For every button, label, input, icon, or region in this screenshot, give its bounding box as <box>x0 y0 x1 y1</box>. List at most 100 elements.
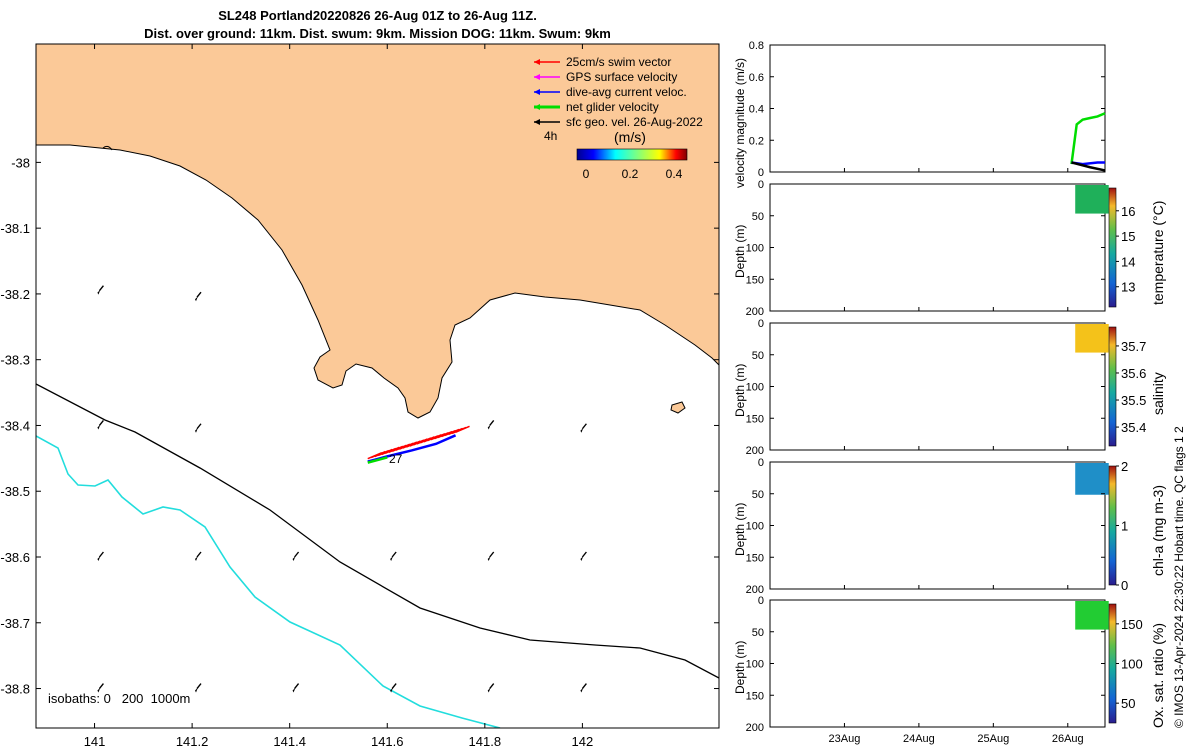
profile-data-patch <box>1075 463 1109 495</box>
time-tick-label: 24Aug <box>903 733 935 745</box>
legend-arrow <box>534 59 540 65</box>
sfc-geo-vector <box>97 551 104 561</box>
profile-colorbar <box>1108 603 1117 724</box>
depth-tick-label: 100 <box>746 382 764 394</box>
legend-arrow <box>534 74 540 80</box>
speed-unit: (m/s) <box>614 129 646 145</box>
depth-tick-label: 0 <box>758 457 764 469</box>
chart-subtitle: Dist. over ground: 11km. Dist. swum: 9km… <box>144 26 611 41</box>
sfc-geo-vector <box>580 423 587 433</box>
net-velocity-track <box>367 456 388 464</box>
lat-tick-label: -38.3 <box>0 353 30 368</box>
legend-label: 25cm/s swim vector <box>566 55 671 69</box>
depth-tick-label: 50 <box>752 350 764 362</box>
depth-tick-label: 50 <box>752 627 764 639</box>
profile-colorbar <box>1108 326 1117 447</box>
depth-tick-label: 150 <box>746 413 764 425</box>
cbar-tick-label: 14 <box>1121 254 1135 269</box>
cbar-tick-label: 35.7 <box>1121 339 1146 354</box>
velocity-line <box>1071 161 1106 172</box>
cbar-tick-label: 16 <box>1121 204 1135 219</box>
sfc-geo-vector <box>194 551 202 561</box>
profile-panel <box>769 599 1106 728</box>
profile-data-patch <box>1075 324 1109 353</box>
colorbar-label: chl-a (mg m-3) <box>1150 484 1166 576</box>
depth-tick-label: 100 <box>746 659 764 671</box>
cbar-tick-label: 13 <box>1121 280 1135 295</box>
isobath-1000m <box>36 435 501 728</box>
profile-panel <box>769 461 1106 590</box>
lon-tick-label: 141.6 <box>371 734 404 749</box>
profile-panel <box>769 322 1106 451</box>
sfc-geo-vector <box>390 683 397 693</box>
vel-tick-label: 0.2 <box>749 135 764 147</box>
depth-tick-label: 200 <box>746 306 764 318</box>
cbar-tick-label: 1 <box>1121 519 1128 534</box>
legend-label: sfc geo. vel. 26-Aug-2022 <box>566 115 703 129</box>
sfc-geo-vector <box>580 551 587 561</box>
depth-tick-label: 0 <box>758 318 764 330</box>
sfc-geo-vector <box>292 551 300 561</box>
depth-tick-label: 200 <box>746 722 764 734</box>
lon-tick-label: 141 <box>84 734 106 749</box>
time-tick-label: 25Aug <box>977 733 1009 745</box>
sfc-geo-vector <box>97 285 104 295</box>
cbar-tick-label: 0 <box>1121 578 1128 593</box>
sfc-geo-vector <box>292 683 300 693</box>
vel-tick-label: 0 <box>758 167 764 179</box>
lat-tick-label: -38 <box>11 155 30 170</box>
depth-tick-label: 50 <box>752 211 764 223</box>
lon-tick-label: 142 <box>572 734 594 749</box>
depth-ylabel: Depth (m) <box>733 640 747 694</box>
chart-title: SL248 Portland20220826 26-Aug 01Z to 26-… <box>218 8 537 23</box>
speed-colorbar <box>576 148 688 161</box>
vel-tick-label: 0.6 <box>749 72 764 84</box>
depth-tick-label: 200 <box>746 445 764 457</box>
lat-tick-label: -38.6 <box>0 550 30 565</box>
vel-tick-label: 0.4 <box>749 104 764 116</box>
profile-colorbar <box>1108 465 1117 586</box>
legend-arrow <box>534 104 540 110</box>
speed-tick-label: 0.4 <box>666 167 683 181</box>
sfc-geo-vector <box>97 683 104 693</box>
depth-tick-label: 200 <box>746 584 764 596</box>
lat-tick-label: -38.7 <box>0 616 30 631</box>
colorbar-label: temperature (°C) <box>1150 200 1166 306</box>
vel-tick-label: 0.8 <box>749 40 764 52</box>
isobath-label: isobaths: 0 200 1000m <box>48 691 190 706</box>
colorbar-label: Ox. sat. ratio (%) <box>1150 623 1166 729</box>
swim-vector <box>455 425 470 434</box>
sfc-geo-vector <box>487 683 495 693</box>
sfc-geo-vector <box>194 423 202 433</box>
velocity-ylabel: velocity magnitude (m/s) <box>733 57 747 188</box>
colorbar-label: salinity <box>1150 372 1166 416</box>
profile-panel <box>769 183 1106 312</box>
cbar-tick-label: 35.5 <box>1121 393 1146 408</box>
profile-colorbar <box>1108 187 1117 308</box>
cbar-tick-label: 100 <box>1121 657 1143 672</box>
lon-tick-label: 141.4 <box>273 734 306 749</box>
cbar-tick-label: 150 <box>1121 617 1143 632</box>
lon-tick-label: 141.2 <box>176 734 209 749</box>
legend-arrow <box>534 119 540 125</box>
isobath-200m <box>36 383 719 679</box>
island-1 <box>670 401 686 414</box>
legend-hours: 4h <box>544 129 557 143</box>
time-tick-label: 26Aug <box>1052 733 1084 745</box>
depth-tick-label: 50 <box>752 489 764 501</box>
sfc-geo-vector <box>97 420 104 430</box>
footer-credit: © IMOS 13-Apr-2024 22:30:22 Hobart time.… <box>1172 426 1186 728</box>
depth-tick-label: 150 <box>746 552 764 564</box>
profile-data-patch <box>1075 601 1109 630</box>
profile-data-patch <box>1075 185 1109 214</box>
legend-label: dive-avg current veloc. <box>566 85 687 99</box>
sfc-geo-vector <box>487 551 495 561</box>
depth-tick-label: 0 <box>758 179 764 191</box>
depth-ylabel: Depth (m) <box>733 502 747 556</box>
sfc-geo-vector <box>580 683 587 693</box>
glider-track <box>367 425 470 464</box>
lon-tick-label: 141.8 <box>469 734 502 749</box>
lat-tick-label: -38.4 <box>0 418 30 433</box>
